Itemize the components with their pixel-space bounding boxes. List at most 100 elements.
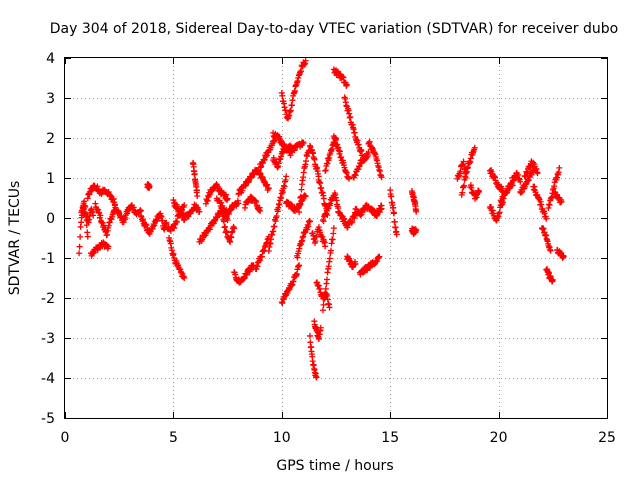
data-point — [235, 200, 242, 207]
data-point — [558, 198, 565, 205]
data-point — [413, 227, 420, 234]
gridlines — [65, 58, 607, 418]
data-point — [351, 215, 358, 222]
data-point — [391, 218, 398, 225]
data-point — [105, 243, 112, 250]
data-point — [265, 185, 272, 192]
data-point — [77, 233, 84, 240]
data-point — [313, 374, 320, 381]
data-point — [302, 193, 309, 200]
data-point — [391, 210, 398, 217]
y-tick-label: 4 — [46, 51, 55, 67]
y-tick-label: -5 — [41, 411, 55, 427]
y-tick-label: 3 — [46, 91, 55, 107]
data-point — [534, 170, 541, 177]
data-point — [317, 324, 324, 331]
data-point — [146, 183, 153, 190]
data-point — [346, 175, 353, 182]
plot-frame — [64, 57, 608, 419]
data-point — [191, 170, 198, 177]
data-point — [556, 164, 563, 171]
data-point — [313, 233, 320, 240]
data-point — [76, 250, 83, 257]
data-point — [264, 181, 271, 188]
data-point — [322, 285, 329, 292]
data-point — [476, 188, 483, 195]
data-point — [296, 209, 303, 216]
data-point — [326, 304, 333, 311]
data-point — [461, 182, 468, 189]
data-point — [378, 174, 385, 181]
data-point — [181, 202, 188, 209]
data-point — [283, 173, 290, 180]
data-point — [296, 200, 303, 207]
y-tick-label: -2 — [41, 291, 55, 307]
data-point — [297, 193, 304, 200]
y-tick-label: 0 — [46, 211, 55, 227]
y-tick-label: -1 — [41, 251, 55, 267]
data-point — [298, 68, 305, 75]
data-point — [547, 247, 554, 254]
y-tick-label: 2 — [46, 131, 55, 147]
data-point — [393, 231, 400, 238]
data-point — [181, 275, 188, 282]
data-point — [413, 208, 420, 215]
data-point — [159, 217, 166, 224]
data-point — [287, 107, 294, 114]
x-tick-label: 10 — [273, 430, 291, 446]
data-point — [543, 215, 550, 222]
data-point — [330, 225, 337, 232]
data-point — [365, 149, 372, 156]
data-point — [317, 180, 324, 187]
chart-title: Day 304 of 2018, Sidereal Day-to-day VTE… — [50, 21, 618, 37]
data-point — [196, 208, 203, 215]
x-tick-label: 5 — [169, 430, 178, 446]
data-point — [306, 218, 313, 225]
x-tick-label: 25 — [598, 430, 616, 446]
data-point — [90, 212, 97, 219]
data-point — [320, 195, 327, 202]
data-point — [231, 225, 238, 232]
data-point — [343, 81, 350, 88]
data-point — [560, 253, 567, 260]
data-point — [259, 253, 266, 260]
y-axis-label: SDTVAR / TECUs — [7, 181, 23, 296]
data-point — [76, 243, 83, 250]
x-tick-labels: 0 5 10 15 20 25 — [61, 430, 616, 446]
data-point — [459, 189, 466, 196]
data-point — [224, 195, 231, 202]
data-point — [322, 243, 329, 250]
data-point — [330, 230, 337, 237]
data-point — [222, 223, 229, 230]
data-point — [298, 186, 305, 193]
data-point — [347, 114, 354, 121]
data-point — [320, 301, 327, 308]
y-tick-label: -4 — [41, 371, 55, 387]
data-point — [329, 236, 336, 243]
data-point — [471, 144, 478, 151]
data-point — [220, 218, 227, 225]
data-point — [173, 219, 180, 226]
data-point — [378, 202, 385, 209]
data-point — [193, 187, 200, 194]
data-point — [323, 276, 330, 283]
data-point — [194, 193, 201, 200]
data-point — [306, 332, 313, 339]
data-point — [549, 276, 556, 283]
data-point — [326, 255, 333, 262]
data-point — [271, 223, 278, 230]
data-point — [302, 57, 309, 64]
x-tick-label: 20 — [490, 430, 508, 446]
x-axis-label: GPS time / hours — [276, 458, 393, 474]
y-tick-label: 1 — [46, 171, 55, 187]
data-point — [300, 140, 307, 147]
data-point — [388, 193, 395, 200]
y-tick-label: -3 — [41, 331, 55, 347]
data-point — [296, 262, 303, 269]
data-point — [97, 212, 104, 219]
data-point — [324, 212, 331, 219]
data-point — [318, 184, 325, 191]
x-tick-label: 0 — [61, 430, 70, 446]
data-point — [137, 207, 144, 214]
